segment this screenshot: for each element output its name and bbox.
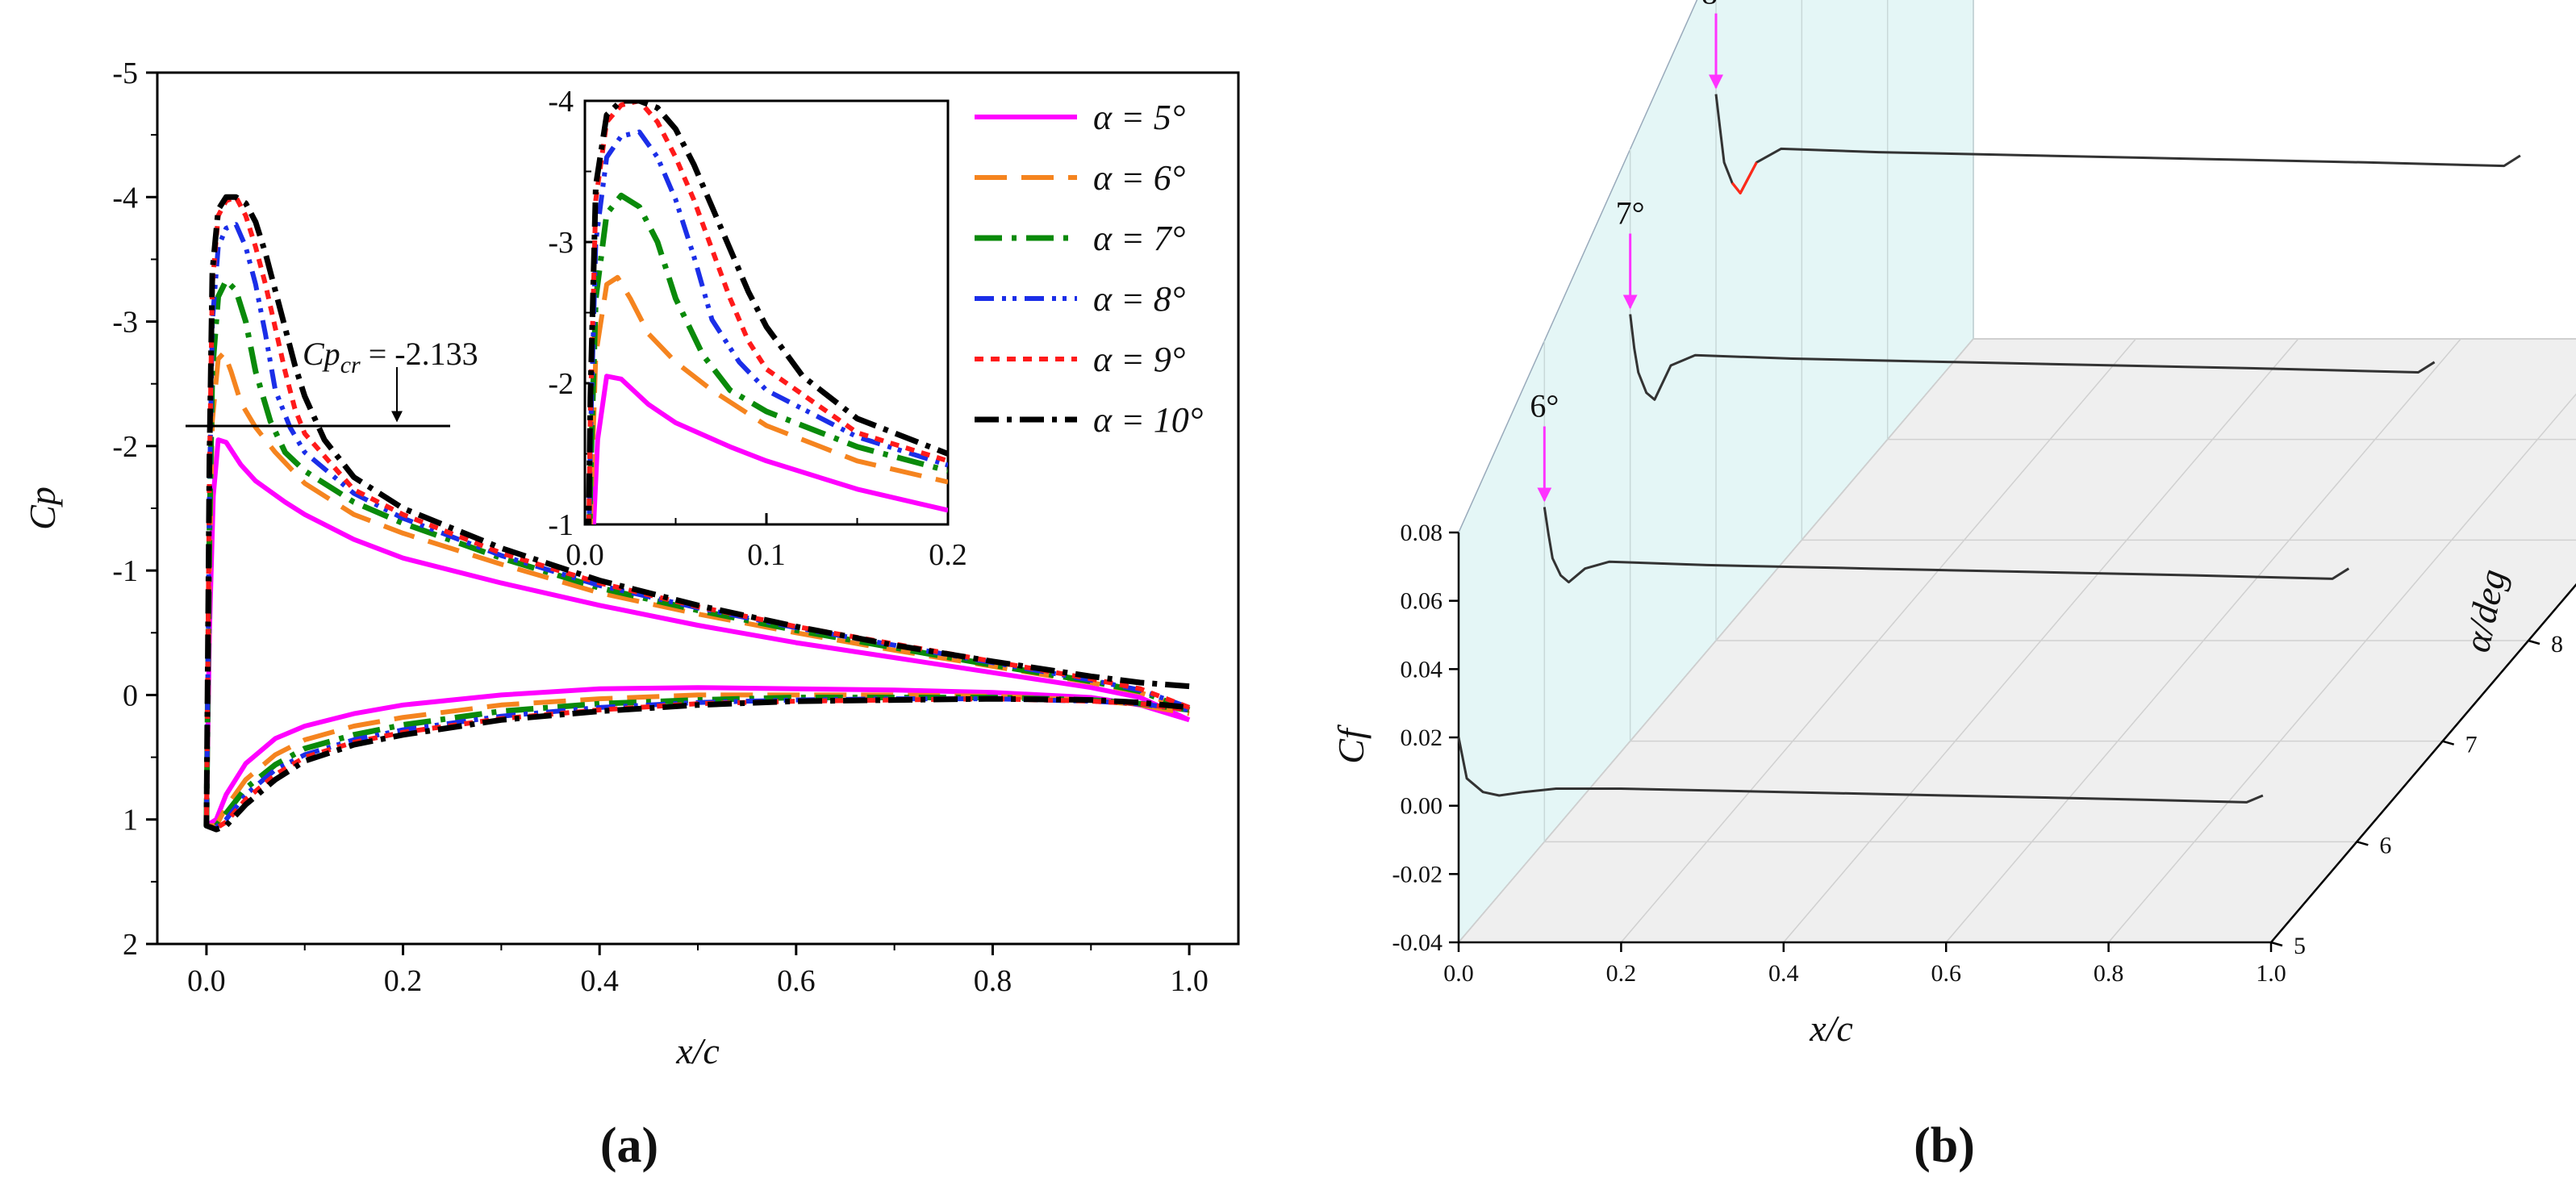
xc-tick-label: 0.6 [1931,960,1961,987]
panel-a-label: (a) [600,1118,658,1173]
alpha-tick [2356,841,2369,846]
panel-b-label: (b) [1914,1118,1975,1173]
xc-tick-label: 0.2 [1606,960,1637,987]
alpha-tick-label: 5 [2294,933,2306,959]
xc-tick-label: 0.0 [1443,960,1474,987]
cf-curve-alpha-8 [1714,94,2521,194]
cf-tick-label: -0.04 [1392,929,1443,956]
legend-entry: α = 7° [1093,219,1185,258]
panel-a-xtick-label: 0.4 [580,964,619,998]
floor-gridline-x [1620,338,2136,943]
legend-entry: α = 5° [1093,98,1185,137]
cf-tick-label: 0.04 [1401,656,1443,683]
panel-a-xtick-label: 1.0 [1170,964,1209,998]
cf-tick-label: -0.02 [1392,861,1443,887]
cf-tick-label: 0.06 [1401,588,1443,615]
inset-cp-curve-series-5 [586,101,948,524]
floor-gridline-x [1783,338,2299,943]
cp-critical-subscript: cr [340,352,361,378]
cf-curve-alpha-6 [1543,507,2350,584]
panel-a-ticks: 0.0 0.2 0.4 0.6 0.8 1.0 -5 -4 -3 -2 -1 0 1 2 [112,56,1208,998]
alpha-tick-label: 7 [2465,732,2478,758]
panel-b-ticks: -0.04 -0.02 0.00 0.02 0.04 0.06 0.08 0.0 0.2 0.4 0… [1392,520,2576,987]
panel-a-xtick-label: 0.0 [187,964,226,998]
angle-label-alpha-7: 7° [1616,195,1645,232]
panel-b-angle-arrows: 6°7°8°9°10° [1530,0,1731,503]
panel-a-xtick-label: 0.6 [777,964,816,998]
floor-gridline-x [1945,338,2461,943]
panel-a-ylabel: Cp [22,487,63,530]
xc-tick-label: 0.4 [1768,960,1799,987]
alpha-tick [2270,941,2283,947]
panel-a-xtick-label: 0.8 [974,964,1012,998]
xc-tick-label: 1.0 [2256,960,2286,987]
cf-curve-alpha-7 [1629,314,2436,401]
panel-b-chart: -0.04 -0.02 0.00 0.02 0.04 0.06 0.08 0.0 0.2 0.4 0… [1330,0,2576,1173]
cf-tick-label: 0.00 [1401,793,1443,820]
inset-cp-curve-series-3 [587,192,948,524]
xc-tick-label: 0.8 [2094,960,2124,987]
angle-label-alpha-8: 8° [1701,0,1731,11]
cp-critical-symbol: Cp [303,336,340,372]
inset-ticks: 0.0 0.1 0.2 -4 -3 -2 -1 [548,85,967,572]
cf-tick-label: 0.02 [1401,725,1443,751]
inset-ytick-label: -2 [548,367,574,401]
cf-separation-segment [1731,161,1758,194]
cf-curve-alpha-5 [1457,737,2264,804]
legend-entry: α = 6° [1093,158,1185,198]
legend-entry: α = 9° [1093,340,1185,379]
panel-b-xlabel: x/c [1809,1008,1853,1049]
alpha-tick-label: 8 [2551,631,2563,658]
angle-label-alpha-6: 6° [1530,387,1559,424]
alpha-tick-label: 6 [2379,832,2391,858]
panel-a-xtick-label: 0.2 [384,964,423,998]
panel-a-inset: 0.0 0.1 0.2 -4 -3 -2 -1 [548,85,967,572]
panel-a-ytick-label: -5 [112,56,138,90]
floor-gridline-x [2108,393,2576,943]
cp-curve-series-3 [203,278,1191,829]
panel-a-ytick-label: -4 [112,181,138,215]
legend-entry: α = 8° [1093,279,1185,319]
inset-ytick-label: -4 [548,85,574,119]
alpha-tick [2528,639,2541,645]
alpha-tick [2442,740,2455,745]
inset-series [586,101,948,524]
panel-a-series [203,194,1191,833]
panel-b-planes [1457,0,2576,945]
panel-a-legend: α = 5° α = 6° α = 7° α = 8° α = 9° α = 10° [975,98,1203,440]
panel-a-ytick-label: 2 [123,928,138,962]
cf-tick-label: 0.08 [1401,520,1443,546]
inset-xtick-label: 0.1 [747,538,786,572]
panel-a-ytick-label: 0 [123,679,138,712]
panel-b-series [1457,94,2521,804]
inset-ytick-label: -3 [548,226,574,260]
panel-a-ytick-label: -1 [112,554,138,588]
inset-cp-curve-series-1 [591,374,948,524]
inset-cp-curve-series-4 [587,129,948,524]
panel-a-ytick-label: 1 [123,804,138,837]
cp-critical-label: Cpcr = -2.133 [303,336,478,378]
legend-entry: α = 10° [1093,400,1203,440]
inset-xtick-label: 0.2 [929,538,967,572]
panel-a-xlabel: x/c [675,1030,720,1071]
cp-curve-series-6 [203,194,1190,833]
cp-critical-value: = -2.133 [361,336,478,372]
inset-ytick-label: -1 [548,508,574,542]
inset-xtick-label: 0.0 [566,538,604,572]
panel-a-ytick-label: -3 [112,306,138,340]
panel-b-ylabel: Cf [1330,724,1372,764]
panel-a-ytick-label: -2 [112,430,138,464]
